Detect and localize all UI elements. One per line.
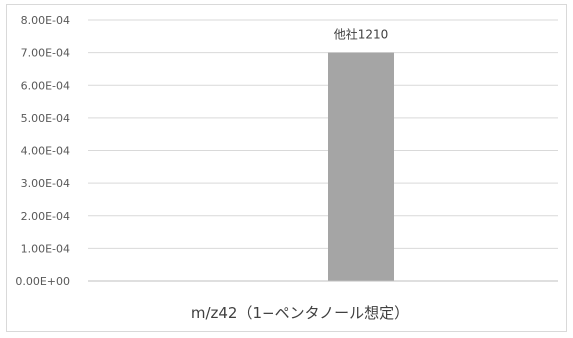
bar <box>328 52 394 281</box>
y-tick-label: 5.00E-04 <box>21 112 70 125</box>
y-tick-label: 8.00E-04 <box>21 14 70 27</box>
y-tick-label: 2.00E-04 <box>21 210 70 223</box>
data-label: 他社1210 <box>334 27 389 42</box>
bars <box>328 52 394 281</box>
y-tick-label: 3.00E-04 <box>21 177 70 190</box>
y-axis-ticks: 0.00E+00 1.00E-04 2.00E-04 3.00E-04 4.00E-04… <box>15 14 70 288</box>
gridlines <box>88 19 558 249</box>
x-axis-label: m/z42（1−ペンタノール想定） <box>191 304 409 322</box>
y-tick-label: 6.00E-04 <box>21 79 70 92</box>
chart-frame <box>6 4 567 332</box>
y-tick-label: 1.00E-04 <box>21 242 70 255</box>
y-tick-label: 4.00E-04 <box>21 145 70 158</box>
y-tick-label: 0.00E+00 <box>15 275 70 288</box>
y-tick-label: 7.00E-04 <box>21 47 70 60</box>
